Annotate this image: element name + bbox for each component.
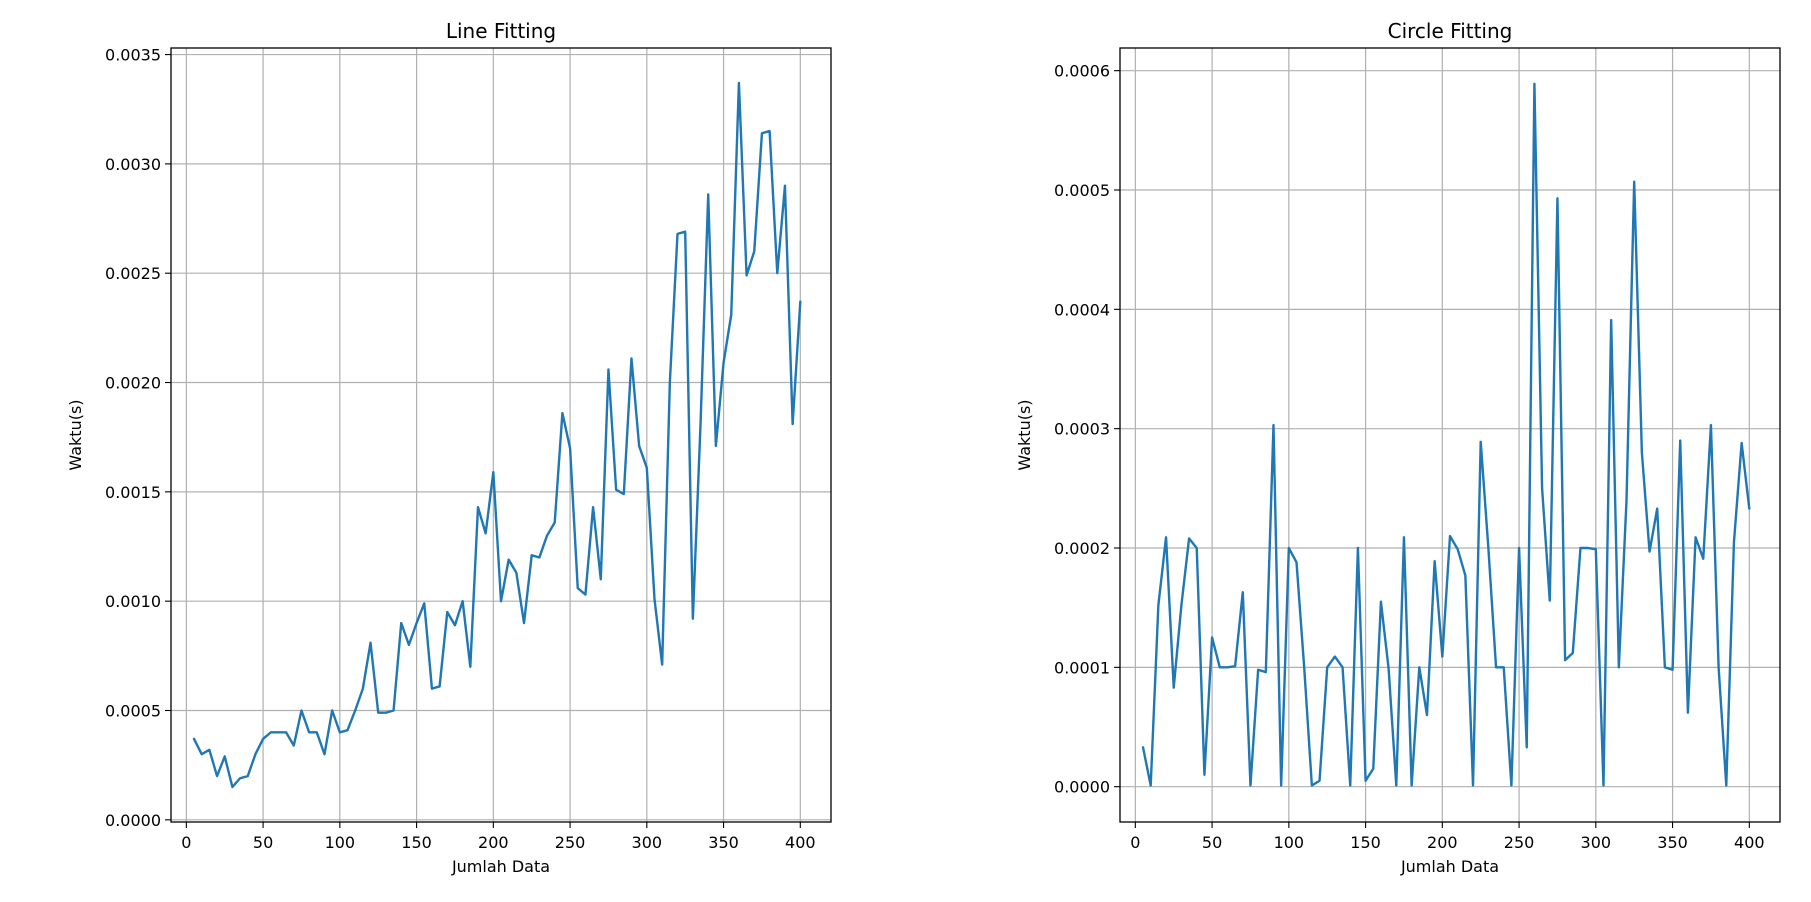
y-tick-label: 0.0003 — [1054, 420, 1110, 439]
line-fitting-panel: 0 50 100 150 200 250 300 350 400 0.0000 0.0005 0.00… — [66, 19, 832, 876]
x-tick-label: 0 — [1130, 833, 1140, 852]
y-axis-label: Waktu(s) — [1015, 399, 1034, 470]
y-tick-label: 0.0010 — [105, 592, 161, 611]
x-tick-label: 400 — [785, 833, 816, 852]
x-tick-label: 50 — [253, 833, 273, 852]
x-tick-label: 200 — [478, 833, 509, 852]
y-tick-label: 0.0035 — [105, 46, 161, 65]
y-axis-label: Waktu(s) — [66, 399, 85, 470]
x-tick-label: 150 — [1350, 833, 1381, 852]
y-tick-label: 0.0030 — [105, 155, 161, 174]
x-axis-label: Jumlah Data — [451, 857, 550, 876]
y-tick-label: 0.0006 — [1054, 62, 1110, 81]
y-tick-label: 0.0000 — [105, 811, 161, 830]
chart-title: Circle Fitting — [1388, 19, 1513, 43]
y-tick-label: 0.0015 — [105, 483, 161, 502]
data-series-line — [192, 81, 802, 789]
y-tick-label: 0.0002 — [1054, 539, 1110, 558]
data-series-line — [1141, 82, 1751, 787]
y-tick-label: 0.0025 — [105, 264, 161, 283]
x-tick-label: 0 — [181, 833, 191, 852]
x-tick-label: 300 — [1581, 833, 1612, 852]
y-tick-label: 0.0000 — [1054, 778, 1110, 797]
x-tick-label: 350 — [708, 833, 739, 852]
x-tick-label: 200 — [1427, 833, 1458, 852]
x-tick-label: 100 — [1274, 833, 1305, 852]
x-tick-label: 150 — [401, 833, 432, 852]
x-tick-label: 400 — [1734, 833, 1765, 852]
x-tick-label: 250 — [555, 833, 586, 852]
y-tick-label: 0.0001 — [1054, 658, 1110, 677]
x-tick-label: 350 — [1657, 833, 1688, 852]
x-tick-label: 50 — [1202, 833, 1222, 852]
x-tick-label: 100 — [325, 833, 356, 852]
plot-frame — [170, 47, 832, 823]
circle-fitting-panel: 0 50 100 150 200 250 300 350 400 0.0000 0.0001 0.00… — [1015, 19, 1781, 876]
x-axis-label: Jumlah Data — [1400, 857, 1499, 876]
chart-title: Line Fitting — [446, 19, 556, 43]
x-tick-label: 300 — [632, 833, 663, 852]
x-tick-label: 250 — [1504, 833, 1535, 852]
y-tick-label: 0.0005 — [105, 701, 161, 720]
y-tick-label: 0.0005 — [1054, 181, 1110, 200]
y-tick-label: 0.0004 — [1054, 300, 1110, 319]
y-tick-label: 0.0020 — [105, 374, 161, 393]
plot-frame — [1119, 47, 1781, 823]
